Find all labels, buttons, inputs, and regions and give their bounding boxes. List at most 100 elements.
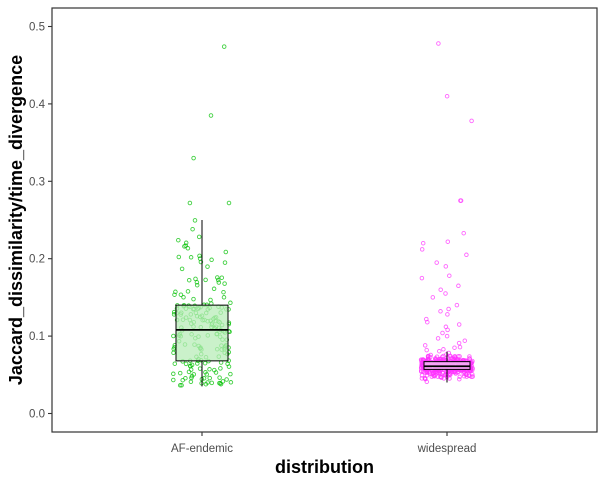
data-point [178, 292, 184, 297]
plot-background [52, 8, 597, 432]
y-tick-label: 0.0 [29, 409, 45, 421]
y-tick-label: 0.1 [29, 331, 45, 343]
data-point [445, 327, 450, 333]
data-point [172, 292, 177, 297]
data-point [440, 370, 445, 376]
data-point [172, 361, 178, 366]
data-point [204, 372, 209, 377]
data-point [217, 375, 222, 380]
data-point [464, 374, 469, 379]
y-tick-label: 0.5 [29, 22, 45, 34]
data-point [438, 309, 443, 314]
data-point [196, 234, 202, 240]
data-point [215, 277, 221, 283]
data-point [185, 289, 191, 294]
data-point [443, 291, 448, 296]
data-point [441, 347, 446, 352]
data-point [228, 300, 233, 306]
data-point [211, 286, 217, 292]
data-point [171, 333, 176, 339]
data-point [223, 249, 229, 255]
data-point [198, 259, 204, 265]
box [175, 304, 229, 362]
data-point [188, 379, 194, 385]
x-axis-title: distribution [275, 457, 374, 477]
data-point [226, 364, 232, 369]
data-point [221, 295, 227, 300]
data-point [188, 255, 194, 260]
data-point [221, 289, 226, 295]
data-point [186, 277, 192, 283]
data-point [432, 369, 438, 375]
plot-panel-border [51, 7, 598, 433]
boxes-layer [175, 220, 471, 387]
data-point [444, 93, 450, 99]
y-tick-label: 0.3 [29, 176, 45, 188]
data-point [462, 338, 468, 343]
data-point [434, 260, 439, 265]
data-point [435, 336, 441, 341]
data-point [205, 264, 210, 269]
y-axis: 0.0 0.1 0.2 0.3 0.4 0.5 [29, 22, 52, 421]
data-point [454, 302, 460, 308]
data-point [464, 252, 469, 258]
data-point [176, 237, 181, 243]
data-point [422, 343, 428, 348]
data-point [219, 275, 225, 280]
data-point [218, 381, 224, 387]
data-point [216, 280, 222, 285]
data-point [171, 371, 176, 377]
data-point [436, 41, 441, 46]
data-point [451, 369, 457, 375]
data-point [207, 375, 212, 381]
data-point [195, 361, 200, 366]
data-point [445, 312, 450, 317]
data-point [419, 357, 424, 362]
data-point [186, 369, 192, 375]
data-point [203, 277, 208, 283]
data-point [222, 260, 228, 265]
data-point [424, 347, 429, 353]
data-point [438, 287, 443, 292]
data-point [228, 380, 234, 385]
y-tick-label: 0.4 [29, 99, 46, 111]
data-point [194, 282, 200, 288]
data-point [456, 340, 462, 346]
data-point [456, 283, 461, 289]
data-point [457, 374, 462, 380]
data-point [207, 367, 212, 372]
data-point [188, 367, 194, 372]
data-point [213, 370, 219, 375]
data-point [191, 296, 196, 302]
y-axis-title: Jaccard_dissimilarity/time_divergence [6, 55, 26, 385]
data-point [190, 226, 195, 232]
data-point [224, 377, 229, 382]
data-point [228, 371, 233, 377]
data-point [461, 373, 467, 379]
data-point [183, 361, 189, 367]
data-point [469, 118, 474, 124]
x-tick-label: widespread [417, 443, 477, 455]
data-point [209, 257, 214, 263]
data-point [226, 200, 232, 206]
data-point [461, 371, 466, 376]
data-point [222, 281, 227, 286]
data-point [428, 352, 433, 358]
data-point [192, 218, 198, 223]
data-point [419, 373, 425, 378]
data-point [208, 113, 214, 118]
data-point [423, 376, 428, 382]
data-point [466, 373, 472, 378]
data-point [424, 373, 430, 378]
data-point [177, 383, 183, 388]
data-point [457, 376, 462, 382]
data-point [419, 275, 425, 281]
data-point [205, 380, 210, 385]
data-point [189, 362, 195, 368]
data-point [181, 295, 186, 300]
data-point [202, 360, 208, 366]
x-axis: AF-endemic widespread [171, 432, 476, 455]
data-point [194, 280, 200, 285]
data-point [215, 275, 220, 280]
